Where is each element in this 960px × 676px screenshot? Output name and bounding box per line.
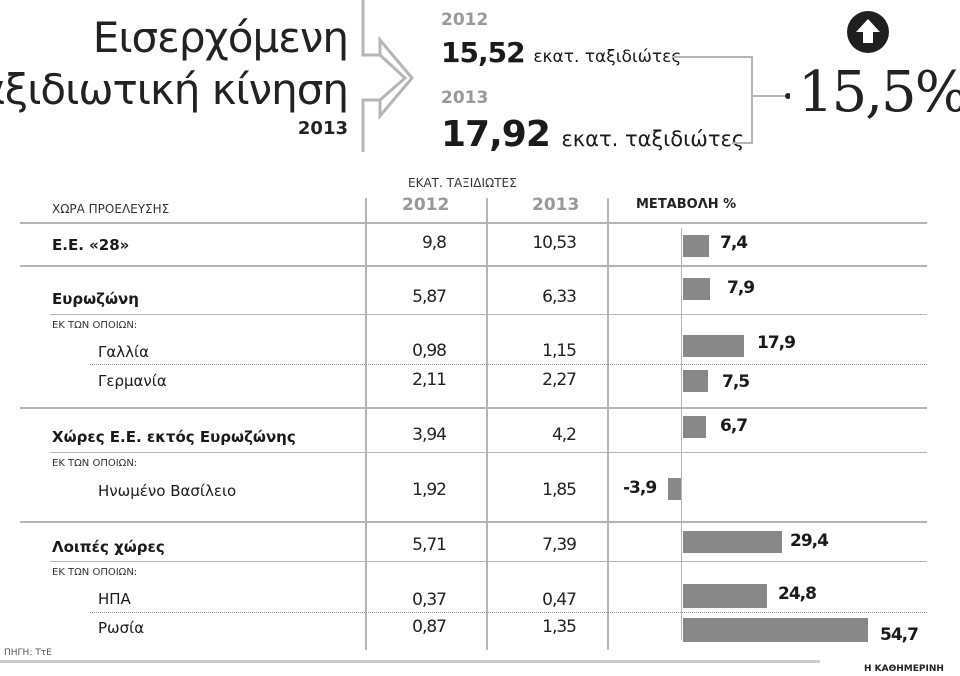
- group-header: ΕΚΑΤ. ΤΑΞΙΔΙΩΤΕΣ: [408, 176, 517, 190]
- value-2013: 1,35: [542, 617, 577, 637]
- summary-2013-number: 17,92: [441, 114, 551, 155]
- value-2012: 5,71: [412, 535, 447, 555]
- row-label: ΗΠΑ: [98, 590, 131, 608]
- summary-2012-value: 15,52 εκατ. ταξιδιώτες: [441, 36, 681, 69]
- column-divider: [365, 198, 367, 650]
- value-2012: 2,11: [412, 370, 447, 390]
- row-label: Χώρες Ε.Ε. εκτός Ευρωζώνης: [52, 428, 296, 446]
- col-country-header: ΧΩΡΑ ΠΡΟΕΛΕΥΣΗΣ: [52, 202, 170, 216]
- sub-header: ΕΚ ΤΩΝ ΟΠΟΙΩΝ:: [52, 320, 138, 331]
- column-divider: [486, 198, 488, 650]
- summary-2013-value: 17,92 εκατ. ταξιδιώτες: [441, 114, 744, 155]
- change-value: 7,5: [722, 372, 750, 392]
- row-label: Ηνωμένο Βασίλειο: [98, 482, 237, 500]
- row-divider: [50, 314, 927, 315]
- arrow-right-icon: [361, 0, 414, 152]
- sub-header: ΕΚ ΤΩΝ ΟΠΟΙΩΝ:: [52, 567, 138, 578]
- value-2012: 9,8: [421, 233, 447, 253]
- change-bar: [683, 584, 767, 608]
- value-2013: 1,85: [542, 480, 577, 500]
- row-label: Γερμανία: [98, 372, 167, 390]
- row-divider-dotted: [90, 364, 927, 365]
- column-divider: [607, 198, 609, 650]
- summary-2012-unit: εκατ. ταξιδιώτες: [533, 47, 682, 67]
- title-year: 2013: [297, 118, 348, 139]
- value-2012: 3,94: [412, 425, 447, 445]
- source-note: ΠΗΓΗ: ΤτΕ: [4, 648, 52, 658]
- value-2013: 2,27: [542, 370, 577, 390]
- row-divider: [50, 452, 927, 453]
- bracket-connector: [672, 56, 790, 144]
- value-2012: 5,87: [412, 287, 447, 307]
- change-value: -3,9: [623, 478, 657, 498]
- change-value: 24,8: [778, 584, 817, 604]
- summary-2012-label: 2012: [441, 10, 489, 30]
- row-divider: [20, 521, 927, 523]
- summary-change-percent: 15,5%: [798, 60, 960, 125]
- footer-rule: [0, 660, 820, 663]
- change-value: 29,4: [790, 531, 829, 551]
- value-2012: 0,98: [412, 341, 447, 361]
- value-2013: 10,53: [532, 233, 577, 253]
- sub-header: ΕΚ ΤΩΝ ΟΠΟΙΩΝ:: [52, 458, 138, 469]
- bar-axis: [681, 228, 682, 640]
- change-bar: [683, 531, 782, 553]
- change-value: 7,4: [720, 233, 748, 253]
- change-value: 17,9: [757, 333, 796, 353]
- value-2012: 0,87: [412, 617, 447, 637]
- value-2012: 0,37: [412, 590, 447, 610]
- value-2013: 0,47: [542, 590, 577, 610]
- change-bar: [683, 370, 708, 392]
- row-divider: [20, 265, 927, 267]
- row-label: Ευρωζώνη: [52, 290, 139, 308]
- row-label: Ε.Ε. «28»: [52, 236, 130, 254]
- value-2013: 6,33: [542, 287, 577, 307]
- title-line-2: ταξιδιωτική κίνηση: [0, 65, 349, 114]
- change-value: 6,7: [720, 416, 748, 436]
- col-change-header: ΜΕΤΑΒΟΛΗ %: [636, 197, 737, 212]
- summary-2012-number: 15,52: [441, 36, 526, 69]
- value-2013: 7,39: [542, 535, 577, 555]
- row-divider: [20, 222, 927, 224]
- title-line-1: Εισερχόμενη: [92, 13, 349, 62]
- publisher-credit: Η ΚΑΘΗΜΕΡΙΝΗ: [864, 664, 944, 674]
- col-2013-header: 2013: [532, 195, 580, 215]
- change-bar: [683, 335, 744, 357]
- change-value: 54,7: [880, 625, 919, 645]
- change-bar-negative: [668, 478, 681, 500]
- change-bar: [683, 618, 868, 642]
- change-bar: [683, 235, 709, 257]
- arrow-up-circle-icon: [847, 11, 889, 53]
- change-bar: [683, 278, 710, 300]
- row-label: Ρωσία: [98, 619, 145, 637]
- value-2012: 1,92: [412, 480, 447, 500]
- row-divider-dotted: [90, 612, 927, 613]
- row-divider: [50, 561, 927, 562]
- summary-2013-label: 2013: [441, 88, 489, 108]
- change-bar: [683, 416, 706, 438]
- summary-2013-unit: εκατ. ταξιδιώτες: [561, 127, 745, 151]
- value-2013: 4,2: [551, 425, 577, 445]
- row-label: Λοιπές χώρες: [52, 538, 165, 556]
- row-label: Γαλλία: [98, 343, 149, 361]
- col-2012-header: 2012: [402, 195, 450, 215]
- change-value: 7,9: [727, 278, 755, 298]
- value-2013: 1,15: [542, 341, 577, 361]
- row-divider: [20, 407, 927, 409]
